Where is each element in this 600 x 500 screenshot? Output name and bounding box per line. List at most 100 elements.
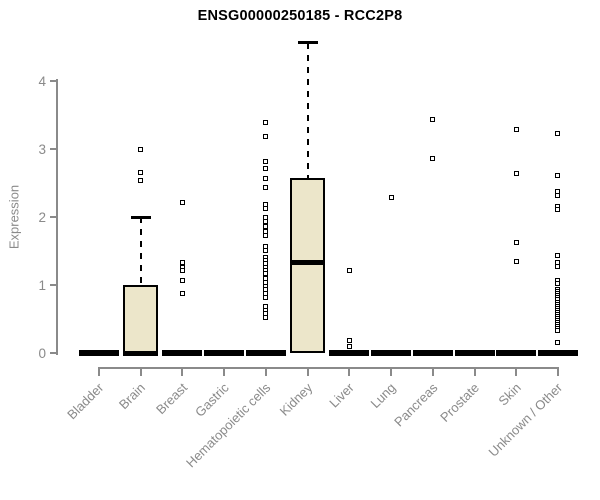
zero-bar <box>454 350 495 356</box>
x-tick-label-text: Gastric <box>192 380 232 420</box>
y-tick-label: 2 <box>38 210 46 225</box>
outlier-point <box>179 290 185 296</box>
outlier-point <box>179 277 185 283</box>
y-tick-label: 3 <box>38 142 46 157</box>
outlier-point <box>513 259 519 265</box>
zero-bar <box>162 350 203 356</box>
box <box>123 285 159 353</box>
outlier-point <box>263 219 269 225</box>
median-line <box>123 350 159 356</box>
outlier-point <box>555 253 561 259</box>
zero-bar <box>329 350 370 356</box>
outlier-point <box>555 281 561 287</box>
outlier-point <box>138 147 144 153</box>
outlier-point <box>513 126 519 132</box>
outlier-point <box>263 133 269 139</box>
outlier-point <box>263 201 269 207</box>
outlier-point <box>263 159 269 165</box>
y-axis-tick <box>50 216 57 218</box>
outlier-point <box>346 338 352 344</box>
x-tick-label-text: Bladder <box>64 380 107 423</box>
outlier-point <box>263 275 269 281</box>
zero-bar <box>537 350 578 356</box>
x-tick-label-text: Unknown / Other <box>486 380 566 460</box>
outlier-point <box>179 260 185 266</box>
x-tick-label-text: Brain <box>116 380 149 413</box>
x-axis-tick <box>515 368 518 376</box>
x-tick-label-text: Liver <box>326 380 357 411</box>
whisker <box>139 217 142 285</box>
outlier-point <box>555 339 561 345</box>
y-axis-tick <box>50 284 57 286</box>
chart-title: ENSG00000250185 - RCC2P8 <box>197 8 403 24</box>
outlier-point <box>346 267 352 273</box>
outlier-point <box>263 247 269 253</box>
x-tick-label-text: Breast <box>152 380 191 418</box>
outlier-point <box>138 170 144 176</box>
x-axis-tick <box>348 368 351 376</box>
x-axis-tick <box>390 368 393 376</box>
outlier-point <box>179 200 185 206</box>
y-axis-tick <box>50 352 57 354</box>
y-tick-label: 1 <box>38 278 46 293</box>
x-axis-tick <box>264 368 267 376</box>
outlier-point <box>263 290 269 296</box>
outlier-point <box>263 214 269 220</box>
x-axis-tick <box>431 368 434 376</box>
outlier-point <box>555 192 561 198</box>
outlier-point <box>263 295 269 301</box>
outlier-point <box>263 206 269 212</box>
box <box>290 178 326 353</box>
y-axis-tick <box>50 148 57 150</box>
outlier-point <box>388 194 394 200</box>
x-axis-tick <box>139 368 142 376</box>
outlier-point <box>555 328 561 334</box>
outlier-point <box>346 343 352 349</box>
outlier-point <box>555 130 561 136</box>
outlier-point <box>263 232 269 238</box>
y-axis-tick <box>50 80 57 82</box>
x-tick-label-text: Prostate <box>437 380 483 425</box>
zero-bar <box>412 350 453 356</box>
zero-bar <box>496 350 537 356</box>
outlier-point <box>513 170 519 176</box>
x-axis-tick <box>223 368 226 376</box>
x-axis-tick <box>181 368 184 376</box>
outlier-point <box>138 177 144 183</box>
x-tick-label-text: Skin <box>495 380 524 409</box>
x-axis-tick <box>98 368 100 376</box>
zero-bar <box>79 350 119 356</box>
outlier-point <box>555 207 561 213</box>
x-axis-tick <box>473 368 476 376</box>
y-tick-label: 4 <box>38 74 46 89</box>
x-tick-label-text: Kidney <box>276 380 316 419</box>
x-axis-line <box>98 367 559 369</box>
outlier-point <box>430 156 436 162</box>
whisker-cap <box>297 41 318 45</box>
outlier-point <box>263 315 269 321</box>
outlier-point <box>555 264 561 270</box>
x-axis-tick <box>306 368 309 376</box>
y-axis-line <box>56 79 58 355</box>
y-tick-label: 0 <box>38 346 46 361</box>
x-tick-label-text: Pancreas <box>390 380 441 430</box>
outlier-point <box>263 270 269 276</box>
outlier-point <box>263 165 269 171</box>
outlier-point <box>555 173 561 179</box>
x-tick-label-text: Lung <box>367 380 399 412</box>
zero-bar <box>245 350 286 356</box>
outlier-point <box>263 184 269 190</box>
outlier-point <box>430 116 436 122</box>
median-line <box>290 260 326 266</box>
whisker-cap <box>130 215 151 219</box>
whisker <box>306 42 309 179</box>
outlier-point <box>179 268 185 274</box>
x-axis-tick <box>556 368 559 376</box>
outlier-point <box>263 175 269 181</box>
outlier-point <box>263 224 269 230</box>
outlier-point <box>263 119 269 125</box>
zero-bar <box>371 350 412 356</box>
outlier-point <box>513 239 519 245</box>
